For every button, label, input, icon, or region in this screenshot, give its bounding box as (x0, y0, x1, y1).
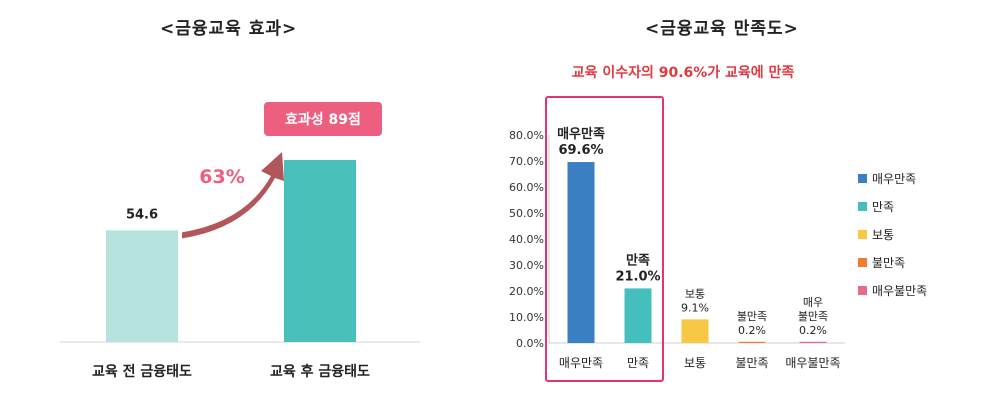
y-tick-label: 10.0% (509, 311, 544, 324)
effect-category-label: 교육 전 금융태도 (92, 363, 192, 380)
increase-percent-label: 63% (199, 166, 244, 188)
y-tick-label: 70.0% (509, 155, 544, 168)
legend-label: 불만족 (872, 256, 905, 270)
legend-label: 만족 (872, 200, 894, 214)
bar-value-label: 9.1% (681, 301, 709, 314)
satisfaction-bar-2 (624, 288, 652, 343)
satisfaction-chart-title: <금융교육 만족도> (645, 19, 799, 39)
legend-swatch (858, 258, 867, 267)
legend-swatch (858, 174, 867, 183)
satisfaction-subtitle: 교육 이수자의 90.6%가 교육에 만족 (572, 64, 795, 81)
bar-name-label: 매우만족 (557, 126, 605, 142)
bar-value-label: 0.2% (799, 324, 827, 337)
legend-label: 보통 (872, 228, 894, 242)
satisfaction-bar-1 (567, 162, 595, 343)
y-tick-label: 80.0% (509, 129, 544, 142)
bar-name-label: 불만족 (737, 310, 767, 323)
satisfied-highlight-box (545, 96, 664, 382)
bar-name-label: 만족 (626, 252, 650, 268)
y-tick-label: 20.0% (509, 285, 544, 298)
satisfaction-category-label: 보통 (684, 356, 706, 370)
satisfaction-bar-5 (799, 341, 827, 343)
bar-name-label: 매우 (803, 296, 823, 309)
effect-bar-1 (106, 230, 178, 342)
satisfaction-category-label: 만족 (627, 356, 649, 370)
legend-label: 매우불만족 (872, 284, 927, 298)
satisfaction-bar-4 (738, 341, 766, 343)
satisfaction-category-label: 매우불만족 (785, 356, 840, 370)
effect-chart-title: <금융교육 효과> (160, 19, 298, 39)
legend-swatch (858, 230, 867, 239)
y-tick-label: 60.0% (509, 181, 544, 194)
satisfaction-chart: 교육 이수자의 90.6%가 교육에 만족 0.0% 10.0% 20.0% 30.0%… (509, 64, 927, 382)
y-tick-label: 0.0% (516, 337, 544, 350)
y-tick-label: 50.0% (509, 207, 544, 220)
effectiveness-badge (264, 102, 382, 136)
bar-value-label: 0.2% (738, 324, 766, 337)
effect-category-label: 교육 후 금융태도 (270, 364, 370, 380)
effect-chart-panel: <금융교육 효과> 54.6 교육 전 금융태도 교육 후 금융태도 63% 효과성 8… (0, 0, 470, 414)
bar-name-label: 불만족 (798, 310, 828, 323)
satisfaction-category-label: 불만족 (735, 356, 768, 370)
effect-bar-2 (284, 160, 356, 342)
y-tick-label: 40.0% (509, 233, 544, 246)
legend-swatch (858, 202, 867, 211)
bar-name-label: 보통 (685, 287, 705, 300)
satisfaction-chart-panel: <금융교육 만족도> 교육 이수자의 90.6%가 교육에 만족 0.0% 10.0… (470, 0, 1000, 414)
legend-swatch (858, 286, 867, 295)
y-tick-label: 30.0% (509, 259, 544, 272)
effect-chart: 54.6 교육 전 금융태도 교육 후 금융태도 63% 효과성 89점 (60, 102, 420, 380)
bar-value-label: 21.0% (615, 269, 660, 284)
legend-label: 매우만족 (872, 172, 916, 186)
bar-value-label: 69.6% (558, 143, 603, 158)
effectiveness-badge-label: 효과성 89점 (285, 111, 361, 128)
effect-value-label: 54.6 (126, 207, 158, 222)
satisfaction-category-label: 매우만족 (559, 356, 603, 370)
satisfaction-bar-3 (681, 319, 709, 343)
increase-arrow-icon (182, 152, 284, 239)
